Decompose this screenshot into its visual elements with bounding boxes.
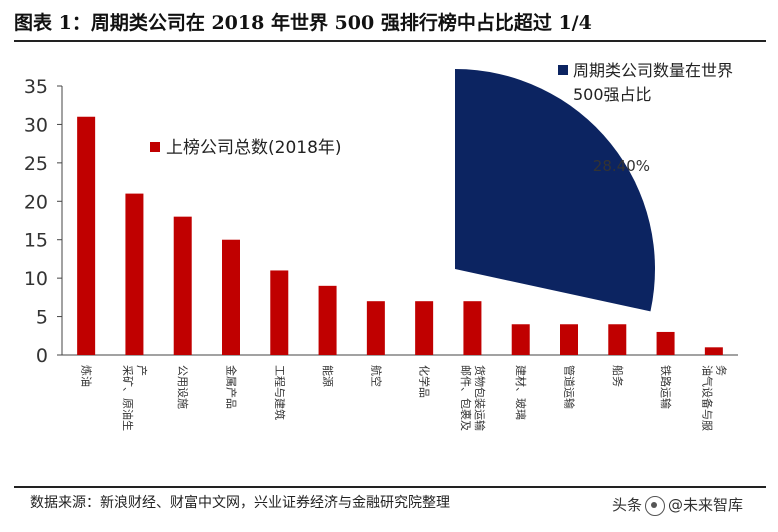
pie-legend-label: 周期类公司数量在世界 (573, 61, 733, 80)
bar (463, 301, 482, 355)
y-tick-label: 30 (24, 114, 48, 136)
bar (125, 193, 144, 355)
watermark-name: @未来智库 (668, 496, 744, 514)
x-category-label: 货物包装运输 (473, 365, 487, 431)
bar (415, 301, 434, 355)
x-category-label: 油气设备与服 (700, 365, 714, 431)
y-tick-label: 20 (24, 191, 48, 213)
bar (222, 239, 240, 355)
x-category-label: 铁路运输 (659, 365, 673, 409)
source-note: 数据来源：新浪财经、财富中文网，兴业证券经济与金融研究院整理 (30, 495, 450, 511)
watermark-prefix: 头条 (612, 496, 643, 514)
watermark: 头条 @未来智库 (612, 490, 772, 520)
pie-slice (455, 69, 655, 312)
x-category-label: 能源 (321, 365, 335, 387)
bar (366, 301, 385, 355)
y-tick-label: 5 (36, 307, 48, 329)
y-tick-label: 10 (24, 268, 48, 290)
watermark-logo-icon (645, 495, 666, 516)
pie-data-label: 28.40% (593, 157, 650, 175)
pie-legend-label: 500强占比 (573, 85, 652, 104)
bar (608, 324, 627, 355)
x-category-label: 采矿、原油生 (121, 365, 135, 431)
figure-title: 图表 1：周期类公司在 2018 年世界 500 强排行榜中占比超过 1/4 (14, 12, 592, 34)
y-tick-label: 25 (24, 153, 48, 175)
title-divider (14, 40, 766, 42)
x-category-label: 化学品 (418, 365, 432, 398)
bar (704, 347, 723, 355)
x-category-label: 邮件、包裹及 (459, 365, 473, 431)
bar (318, 285, 337, 355)
y-tick-label: 0 (36, 345, 48, 367)
bar (173, 216, 192, 355)
x-category-label: 金属产品 (225, 365, 239, 409)
bar (511, 324, 530, 355)
x-category-label: 务 (714, 365, 727, 376)
x-category-label: 工程与建筑 (273, 365, 287, 420)
bar (270, 270, 289, 355)
x-category-label: 建材、玻璃 (514, 365, 528, 420)
bar (656, 331, 675, 355)
x-category-label: 管道运输 (563, 365, 577, 409)
bar-chart: 0 5 10 15 20 25 30 35 炼油 采矿、原油生产 公用设施 金属产品 工程与建筑 能源 航… (24, 61, 738, 431)
y-tick-label: 15 (24, 230, 48, 252)
x-category-label: 航空 (369, 365, 383, 387)
x-axis-labels: 炼油 采矿、原油生产 公用设施 金属产品 工程与建筑 能源 航空 化学品 邮件、包裹及 货物包装运… (80, 365, 728, 431)
footer-divider (14, 486, 766, 488)
x-category-label: 产 (135, 365, 149, 376)
bar (560, 324, 578, 355)
legends: 上榜公司总数(2018年) 周期类公司数量在世界 500强占比 (150, 61, 733, 158)
x-category-label: 炼油 (80, 365, 94, 387)
y-tick-label: 35 (24, 76, 48, 98)
x-category-label: 船务 (611, 365, 625, 387)
bar-legend-marker (150, 142, 160, 152)
bars (77, 116, 723, 355)
bar-legend-label: 上榜公司总数(2018年) (166, 138, 342, 158)
x-category-label: 公用设施 (176, 365, 189, 409)
inset-pie: 28.40% (455, 69, 655, 312)
bar (77, 116, 96, 355)
pie-legend-marker (558, 65, 568, 75)
